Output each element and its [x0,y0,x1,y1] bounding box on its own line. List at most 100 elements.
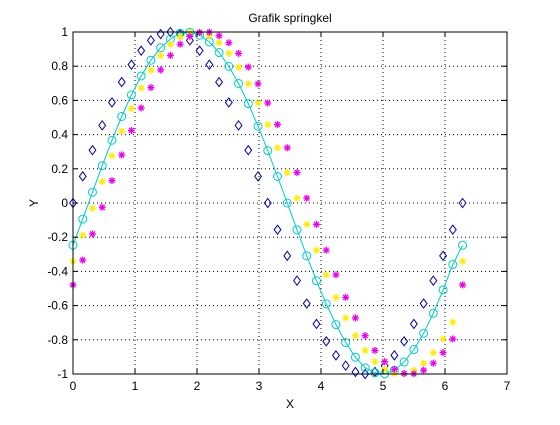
asterisk-stroke [303,221,310,228]
x-tick-label: 1 [132,379,139,393]
asterisk-stroke [362,347,369,354]
data-point [215,32,223,40]
data-point [98,120,107,131]
data-point [312,220,320,228]
asterisk-stroke [89,231,96,237]
data-point [400,336,409,347]
data-point [293,194,301,202]
data-point [107,135,117,145]
data-point [98,178,106,186]
asterisk-stroke [420,360,427,367]
data-point [292,225,302,235]
asterisk-stroke [303,195,310,202]
data-point [458,240,468,250]
data-point [205,59,214,70]
data-point [342,314,350,322]
asterisk-stroke [294,169,300,176]
asterisk-stroke [177,33,184,40]
data-point [439,349,447,357]
data-point [146,55,156,65]
chart-title: Grafik springkel [248,11,331,25]
data-point [117,111,127,121]
asterisk-stroke [157,52,164,59]
data-point [458,197,467,209]
data-point [449,318,457,326]
data-point [302,251,312,261]
asterisk-stroke [235,64,242,70]
asterisk-stroke [167,41,174,48]
asterisk-stroke [323,271,330,278]
asterisk-stroke [401,370,408,377]
data-point [439,250,448,262]
asterisk-stroke [147,84,154,91]
data-point [360,363,370,373]
data-point [234,78,244,88]
data-point [381,365,389,373]
data-point [166,40,174,48]
asterisk-stroke [89,205,96,212]
data-point [147,84,155,92]
series-2 [68,27,468,379]
data-point [137,104,145,112]
asterisk-stroke [79,232,86,239]
data-point [107,97,116,108]
data-point [322,246,330,254]
x-tick-label: 3 [256,379,263,393]
asterisk-stroke [284,144,291,151]
data-point [88,230,96,238]
asterisk-stroke [449,319,456,326]
data-point [244,80,252,88]
asterisk-stroke [147,67,154,74]
data-point [429,349,437,357]
asterisk-stroke [264,100,271,106]
data-point [186,32,194,40]
asterisk-stroke [216,32,223,39]
data-point [244,144,253,156]
asterisk-stroke [128,105,135,112]
data-point [108,177,116,185]
data-point [399,357,409,367]
series-2-line [72,31,464,375]
data-point [341,360,350,371]
asterisk-stroke [274,144,281,151]
data-point [390,350,399,361]
data-point [351,366,360,378]
data-point [371,358,379,366]
data-point [459,281,467,289]
asterisk-stroke [157,67,164,73]
asterisk-stroke [294,195,300,202]
data-point [79,231,87,239]
data-point [243,99,253,109]
data-point [292,275,301,286]
data-point [350,352,360,362]
data-point [253,121,263,131]
asterisk-stroke [420,367,427,374]
data-point [118,151,126,159]
asterisk-stroke [99,178,106,185]
asterisk-stroke [196,29,203,36]
data-point [283,169,291,177]
data-point [341,338,351,348]
asterisk-stroke [109,152,115,159]
data-point [234,120,243,131]
data-point [409,345,419,355]
data-point [108,152,116,160]
data-point [361,346,369,354]
data-point [156,43,166,53]
data-point [235,63,243,71]
data-point [312,318,321,330]
data-point [254,170,263,182]
data-point [224,97,233,108]
data-point [235,49,243,57]
series-layer [68,26,468,380]
data-point [303,194,311,202]
data-point [157,66,165,74]
asterisk-stroke [255,80,261,87]
data-point [322,271,330,279]
data-point [166,51,174,59]
series-3 [69,28,467,378]
grid [73,32,507,374]
data-point [449,335,457,343]
asterisk-stroke [440,336,447,342]
data-point [274,144,282,152]
